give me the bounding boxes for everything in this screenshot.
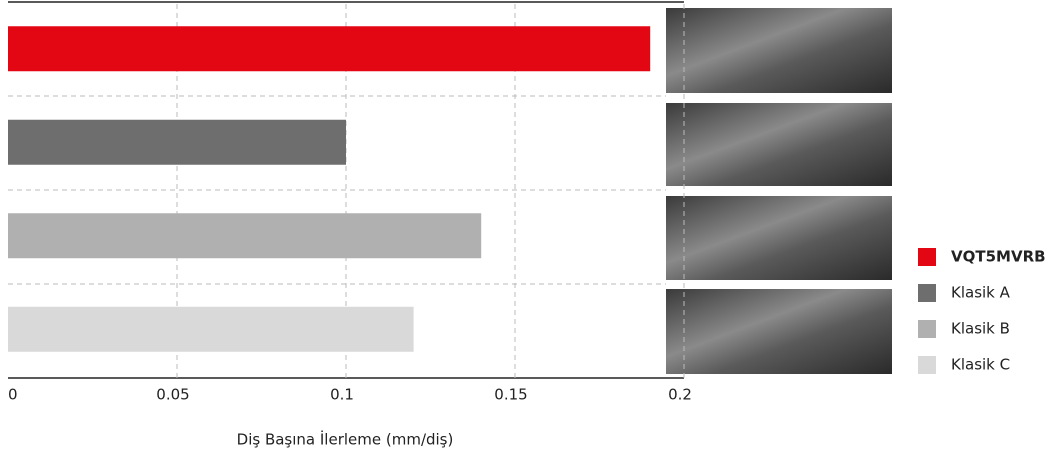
bar bbox=[8, 213, 481, 258]
photos bbox=[666, 8, 892, 374]
x-tick-label: 0.05 bbox=[156, 386, 189, 404]
legend-label: Klasik A bbox=[951, 284, 1011, 302]
legend-label: Klasik B bbox=[951, 320, 1010, 338]
x-tick-label: 0 bbox=[8, 386, 18, 404]
bar bbox=[8, 26, 650, 71]
x-axis-label: Diş Başına İlerleme (mm/diş) bbox=[237, 430, 454, 449]
x-tick-label: 0.2 bbox=[668, 386, 692, 404]
bar bbox=[8, 307, 414, 352]
bar bbox=[8, 120, 346, 165]
legend-swatch bbox=[918, 320, 936, 338]
legend-swatch bbox=[918, 284, 936, 302]
legend-swatch bbox=[918, 248, 936, 266]
legend-swatch bbox=[918, 356, 936, 374]
legend-label: VQT5MVRB bbox=[951, 248, 1046, 266]
x-tick-label: 0.15 bbox=[494, 386, 527, 404]
chart: Diş Başına İlerleme (mm/diş) 0 0.05 0.1 0.1… bbox=[0, 0, 1053, 456]
x-tick-label: 0.1 bbox=[330, 386, 354, 404]
legend-label: Klasik C bbox=[951, 356, 1010, 374]
